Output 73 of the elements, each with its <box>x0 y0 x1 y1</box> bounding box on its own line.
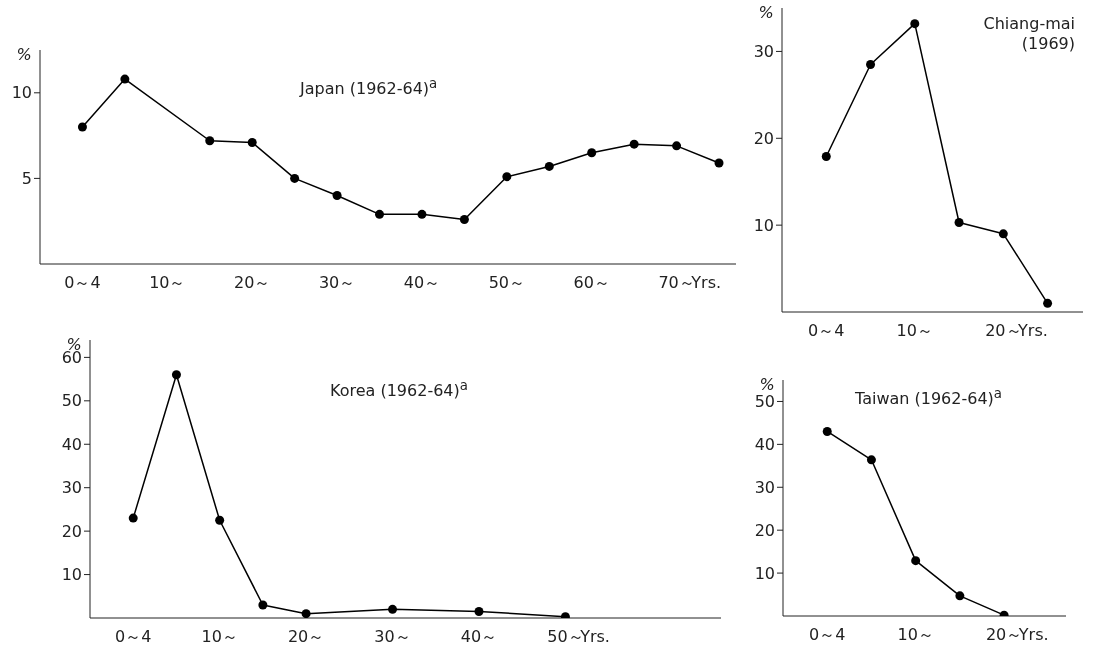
y-tick-label: 20 <box>61 521 82 541</box>
point <box>258 600 268 610</box>
point <box>474 606 484 616</box>
y-tick-label: 10 <box>11 83 32 103</box>
point <box>822 426 832 436</box>
point <box>128 513 138 523</box>
y-axis-title: % <box>759 375 775 394</box>
point <box>866 59 876 69</box>
y-tick-label: 10 <box>753 215 774 235</box>
x-axis-title: Yrs. <box>579 627 610 646</box>
point <box>587 148 597 158</box>
x-axis-title: Yrs. <box>1017 321 1048 340</box>
x-tick-label: 40～ <box>403 273 441 292</box>
x-tick-label: 60～ <box>573 273 610 292</box>
x-tick-label: 50～ <box>488 273 526 292</box>
point <box>459 214 469 224</box>
point <box>1043 298 1053 308</box>
point <box>954 218 964 228</box>
x-tick-label: 30～ <box>318 273 356 292</box>
point <box>247 137 257 147</box>
x-tick-label: 20～ <box>287 627 325 646</box>
x-tick-label: 10～ <box>149 273 186 292</box>
y-axis-title: % <box>16 45 32 64</box>
point <box>215 515 225 525</box>
y-tick-label: 5 <box>21 169 32 189</box>
y-tick-label: 10 <box>754 563 775 583</box>
point <box>77 122 87 132</box>
point <box>502 172 512 182</box>
text: Japan (1962-64)$^{a}$ <box>300 75 439 100</box>
point <box>998 229 1008 239</box>
y-tick-label: 50 <box>754 392 775 412</box>
x-axis-title: Yrs. <box>690 273 722 292</box>
y-axis-title: % <box>758 3 774 22</box>
x-tick-label: 10～ <box>896 321 933 340</box>
point <box>544 161 554 171</box>
text: Korea (1962-64)$^{a}$ <box>330 377 469 402</box>
point <box>629 139 639 149</box>
y-tick-label: 40 <box>754 435 775 455</box>
point <box>417 209 427 219</box>
point <box>171 370 181 380</box>
text: Chiang-mai (1969) <box>982 14 1075 54</box>
x-tick-label: 0～4 <box>64 273 101 292</box>
point <box>120 74 130 84</box>
y-tick-label: 40 <box>61 434 82 454</box>
text: Taiwan (1962-64)$^{a}$ <box>855 385 1003 410</box>
point <box>205 136 215 146</box>
point <box>821 152 831 162</box>
point <box>910 19 920 29</box>
point <box>866 455 876 465</box>
x-tick-label: 20～ <box>234 273 271 292</box>
point <box>672 141 682 151</box>
y-tick-label: 10 <box>61 565 82 585</box>
point <box>290 173 300 183</box>
y-tick-label: 30 <box>754 477 775 497</box>
x-tick-label: 40～ <box>460 627 498 646</box>
y-tick-label: 30 <box>753 42 774 62</box>
x-tick-label: 0～4 <box>809 625 846 644</box>
y-tick-label: 30 <box>61 478 82 498</box>
y-tick-label: 50 <box>61 391 82 411</box>
point <box>301 609 311 618</box>
x-tick-label: 30～ <box>374 627 411 646</box>
point <box>955 591 965 601</box>
point <box>714 158 724 168</box>
y-tick-label: 20 <box>753 128 774 148</box>
x-tick-label: 0～4 <box>808 321 845 340</box>
y-tick-label: 20 <box>754 520 775 540</box>
x-tick-label: 10～ <box>897 625 934 644</box>
x-tick-label: 10～ <box>201 627 238 646</box>
point <box>332 191 342 201</box>
x-tick-label: 0～4 <box>115 627 152 646</box>
point <box>375 209 385 219</box>
point <box>911 556 921 566</box>
point <box>388 604 398 614</box>
